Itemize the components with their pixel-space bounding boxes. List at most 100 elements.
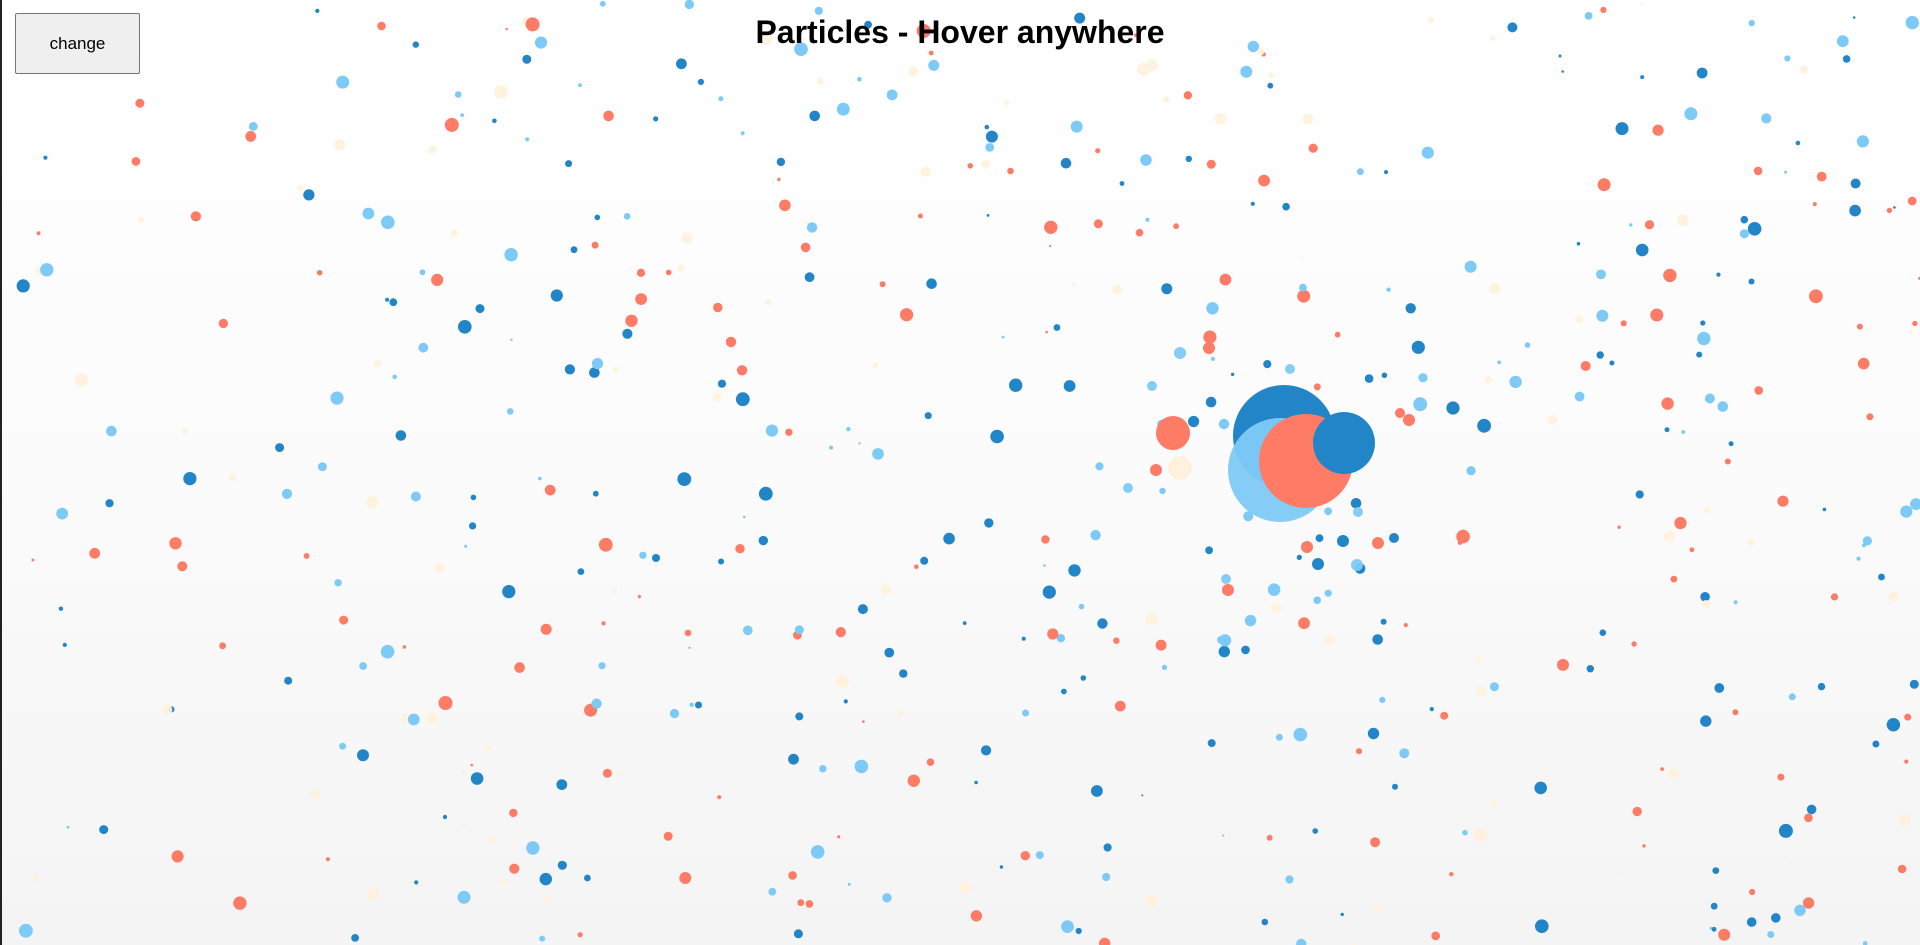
particle (1308, 143, 1318, 153)
particle (1340, 912, 1344, 917)
particle (1761, 113, 1772, 124)
particle (758, 486, 773, 501)
particle (248, 122, 258, 131)
particle (653, 116, 659, 122)
particle (743, 515, 746, 519)
particle (1372, 634, 1383, 645)
particle (899, 669, 908, 678)
particle (1097, 618, 1108, 629)
particle (1893, 206, 1896, 209)
particle (886, 89, 898, 101)
particle (1035, 851, 1044, 860)
particle (1334, 331, 1341, 338)
particle (677, 472, 692, 486)
particle (858, 442, 861, 445)
particle (1214, 113, 1227, 125)
particle (410, 491, 421, 502)
particle (1285, 875, 1294, 884)
particle (1141, 794, 1144, 797)
particle (679, 872, 692, 884)
particle (1301, 541, 1313, 553)
particle (539, 935, 546, 942)
particle (1298, 617, 1310, 630)
particle (804, 272, 815, 283)
particle (316, 269, 323, 276)
particle (768, 887, 777, 896)
particle (817, 77, 824, 85)
particle (218, 318, 229, 329)
particle (612, 588, 618, 594)
particle (514, 662, 525, 673)
particle (758, 535, 768, 546)
particle (233, 896, 247, 910)
particle (1908, 329, 1913, 334)
particle (735, 392, 750, 407)
particle (584, 874, 591, 882)
particle (190, 211, 201, 222)
particle (926, 758, 935, 766)
particle (1001, 335, 1005, 339)
particle (31, 558, 35, 562)
particle (1111, 284, 1123, 295)
particle (1080, 675, 1087, 681)
particle (1372, 903, 1381, 911)
particle (1243, 511, 1254, 522)
particle (1620, 320, 1627, 327)
particle (303, 553, 310, 559)
particle (1663, 530, 1676, 543)
particle (1352, 941, 1357, 945)
particle (1042, 585, 1056, 599)
particle (928, 59, 940, 71)
particle (1866, 413, 1874, 421)
particle (1446, 401, 1460, 415)
particle (636, 268, 646, 277)
particle (1663, 268, 1677, 283)
particle (544, 484, 556, 496)
particle (16, 279, 30, 293)
particle (505, 27, 508, 31)
particle (1222, 834, 1225, 837)
particle (1689, 547, 1695, 553)
particle (1155, 639, 1167, 651)
particle (1324, 507, 1332, 516)
particle (857, 604, 868, 615)
particle (1203, 330, 1217, 344)
particle (444, 117, 459, 132)
particle (764, 298, 772, 306)
particle (884, 647, 895, 658)
particle (1615, 870, 1620, 875)
particle (1596, 309, 1609, 322)
particle (1099, 937, 1111, 945)
particle (1312, 828, 1318, 834)
particle (1206, 159, 1216, 169)
particle (1205, 546, 1213, 555)
particle (990, 429, 1004, 444)
particle (617, 771, 622, 777)
particle (1102, 872, 1111, 882)
particle (1697, 331, 1711, 346)
particle (1403, 623, 1408, 628)
particle (665, 269, 672, 276)
particle (1701, 600, 1711, 609)
particle (366, 887, 379, 900)
particle (1323, 634, 1336, 646)
particle (897, 710, 905, 718)
particle (1852, 16, 1856, 19)
particle (105, 499, 114, 508)
change-button[interactable]: change (15, 13, 140, 74)
particle (470, 772, 484, 785)
particle (1047, 628, 1059, 640)
particle (550, 289, 563, 302)
particle (534, 36, 548, 49)
particle (1183, 91, 1193, 100)
particle (794, 625, 804, 635)
particle (1848, 540, 1851, 543)
particle (735, 544, 745, 554)
particle (688, 906, 692, 910)
particle (1113, 637, 1120, 644)
particle (1635, 490, 1644, 499)
particle (385, 297, 390, 302)
particle (334, 139, 346, 151)
particle (525, 137, 530, 142)
